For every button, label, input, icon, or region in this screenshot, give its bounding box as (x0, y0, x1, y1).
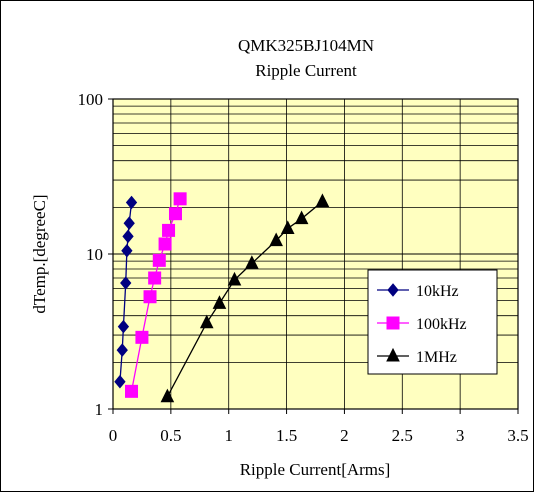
x-tick-label: 1 (224, 426, 233, 445)
data-point (152, 253, 166, 267)
series-1mhz (160, 193, 330, 403)
y-tick-label: 1 (95, 400, 104, 419)
x-tick-label: 3.5 (507, 426, 528, 445)
data-point (160, 388, 175, 403)
data-point (199, 314, 214, 329)
data-point (280, 220, 295, 235)
x-tick-label: 1.5 (276, 426, 297, 445)
y-axis-label: dTemp.[degreeC] (30, 194, 49, 313)
x-tick-label: 3 (456, 426, 465, 445)
x-tick-label: 2.5 (392, 426, 413, 445)
data-point (117, 319, 130, 334)
x-tick-label: 0.5 (160, 426, 181, 445)
data-point (148, 271, 162, 285)
chart-title: QMK325BJ104MN (238, 36, 374, 55)
data-point (122, 229, 134, 244)
x-tick-label: 0 (109, 426, 118, 445)
legend-marker (387, 283, 399, 297)
legend-label: 10kHz (416, 283, 459, 300)
data-point (168, 207, 182, 221)
legend-entry-1mhz: 1MHz (377, 347, 457, 366)
data-point (123, 216, 135, 230)
plot-border (112, 98, 519, 410)
data-point (245, 255, 259, 269)
data-point (158, 237, 172, 251)
legend-marker (386, 347, 400, 362)
legend-entry-100khz: 100kHz (377, 316, 467, 333)
axis-ticks: 0 0.5 1 1.5 2 2.5 3 3.5 1 10 100 (78, 90, 529, 445)
y-tick-label: 10 (86, 245, 103, 264)
legend-label: 100kHz (416, 316, 467, 333)
y-tick-label: 100 (78, 90, 104, 109)
data-point (114, 374, 126, 389)
data-point (120, 276, 132, 290)
legend: 10kHz 100kHz 1MHz (367, 269, 498, 375)
data-point (121, 243, 133, 258)
chart-subtitle: Ripple Current (255, 61, 357, 80)
legend-entry-10khz: 10kHz (377, 283, 459, 300)
data-series (114, 192, 330, 403)
data-point (173, 192, 187, 206)
data-point (125, 195, 138, 210)
data-point (315, 193, 330, 208)
x-tick-label: 2 (340, 426, 349, 445)
data-point (125, 384, 139, 398)
data-point (116, 343, 128, 357)
series-10khz (114, 195, 138, 389)
series-100khz (125, 192, 187, 398)
legend-label: 1MHz (416, 349, 457, 366)
data-point (162, 223, 176, 237)
data-point (143, 290, 157, 304)
data-point (269, 232, 283, 247)
data-point (212, 295, 227, 309)
data-point (294, 210, 309, 225)
data-point (135, 330, 149, 344)
x-axis-label: Ripple Current[Arms] (240, 460, 391, 479)
data-point (227, 271, 242, 286)
legend-marker (386, 316, 400, 330)
